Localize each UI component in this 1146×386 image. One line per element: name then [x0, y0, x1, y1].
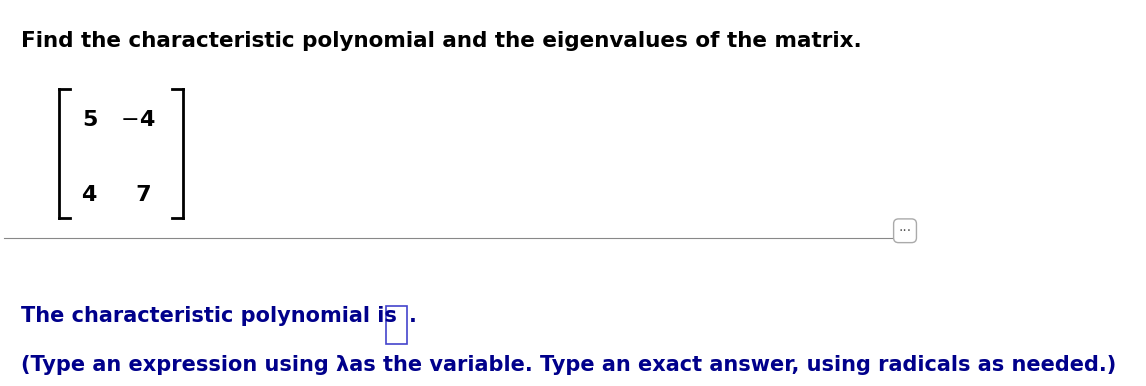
Text: .: . — [409, 306, 417, 326]
Text: 4     7: 4 7 — [81, 185, 151, 205]
Text: The characteristic polynomial is: The characteristic polynomial is — [21, 306, 397, 326]
Text: ···: ··· — [898, 224, 911, 238]
FancyBboxPatch shape — [386, 306, 407, 344]
Text: Find the characteristic polynomial and the eigenvalues of the matrix.: Find the characteristic polynomial and t… — [21, 30, 862, 51]
Text: 5   $-$4: 5 $-$4 — [81, 110, 156, 130]
Text: (Type an expression using λas the variable. Type an exact answer, using radicals: (Type an expression using λas the variab… — [21, 356, 1116, 376]
